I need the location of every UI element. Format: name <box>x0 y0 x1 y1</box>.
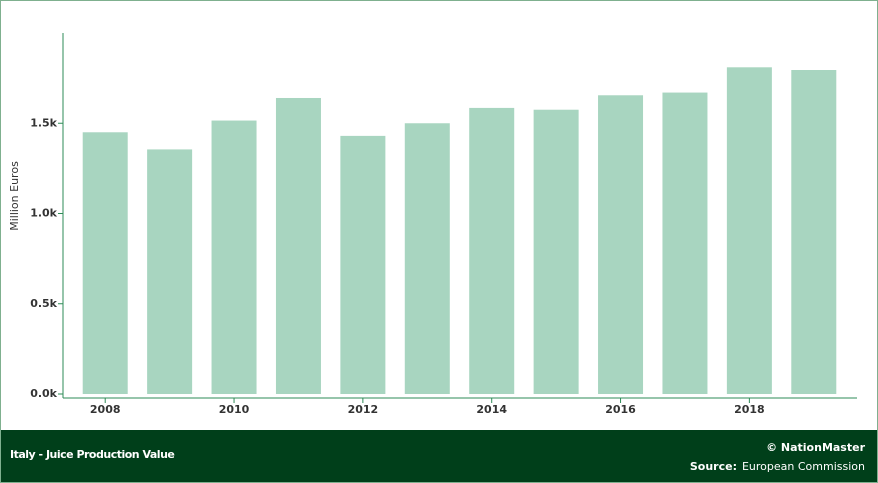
y-tick-label: 1.5k <box>30 116 57 129</box>
bar <box>662 92 708 394</box>
bar <box>147 149 193 394</box>
bar <box>82 132 128 394</box>
x-tick-label: 2014 <box>476 403 507 416</box>
bar <box>726 67 772 395</box>
bar <box>275 97 321 394</box>
bar <box>340 135 386 394</box>
bar <box>598 95 644 395</box>
source-label: Source: <box>689 460 737 473</box>
x-tick-label: 2016 <box>605 403 636 416</box>
y-tick-label: 0.5k <box>30 297 57 310</box>
x-tick-label: 2008 <box>90 403 121 416</box>
x-tick-label: 2012 <box>348 403 379 416</box>
chart: Million Euros 0.0k 0.5k 1.0k 1.5k 2008 2010 20… <box>8 33 857 416</box>
bar <box>791 70 837 394</box>
y-tick-label: 1.0k <box>30 207 57 220</box>
x-tick-label: 2010 <box>219 403 250 416</box>
footer: Italy - Juice Production Value © NationM… <box>1 430 877 482</box>
bar <box>469 107 515 394</box>
bar <box>404 123 450 394</box>
bar <box>533 109 579 395</box>
chart-title: Italy - Juice Production Value <box>10 448 175 461</box>
x-tick-label: 2018 <box>734 403 765 416</box>
brand: © NationMaster <box>766 441 865 454</box>
y-axis-label: Million Euros <box>8 161 21 231</box>
bar <box>211 120 257 394</box>
y-tick-label: 0.0k <box>30 387 57 400</box>
source: European Commission <box>741 460 865 473</box>
